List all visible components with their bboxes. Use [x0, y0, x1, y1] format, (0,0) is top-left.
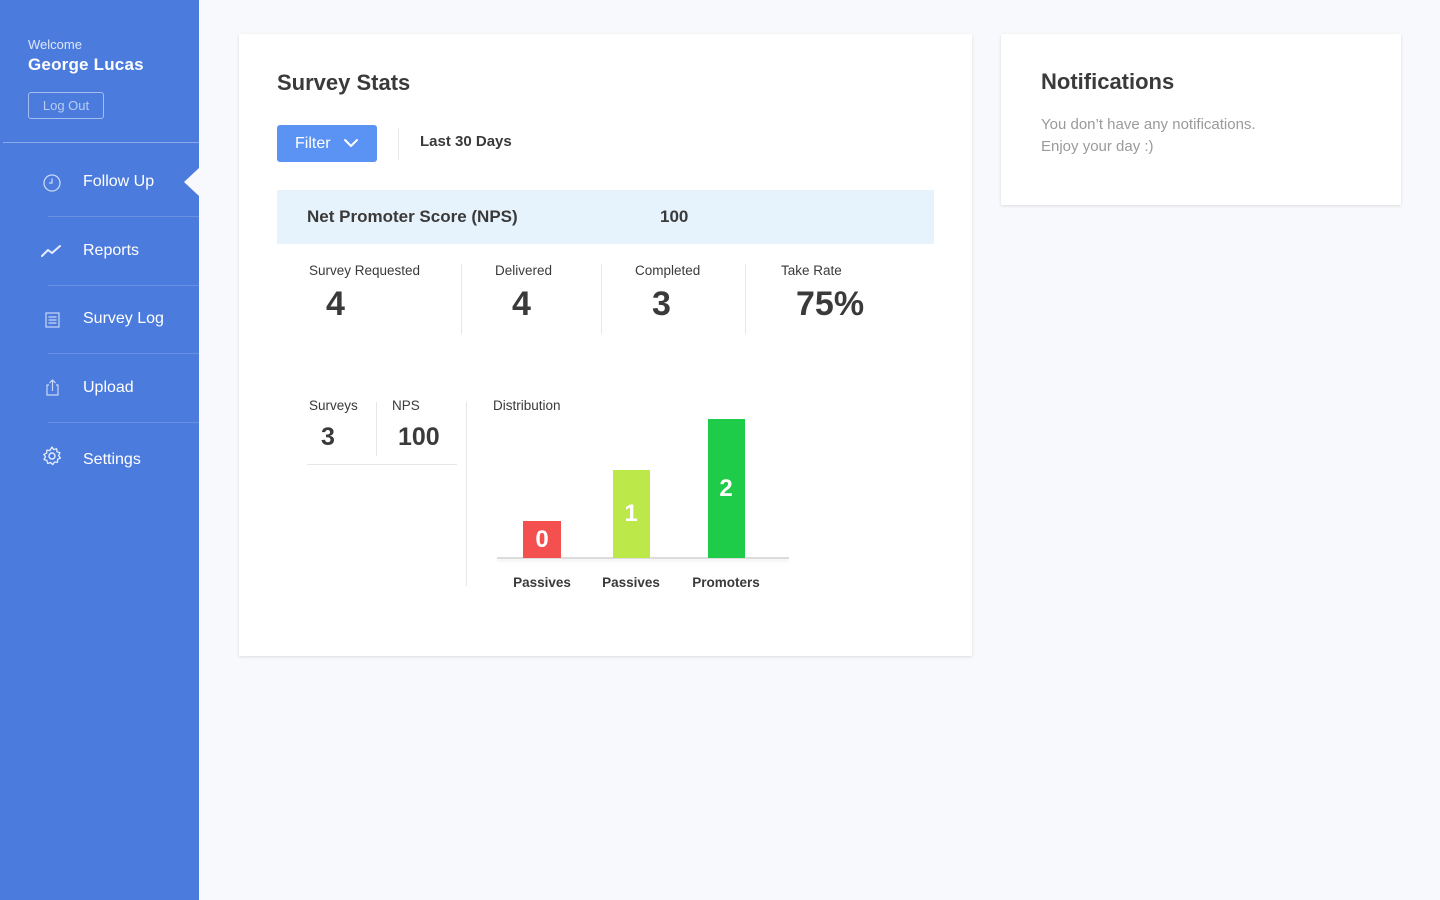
logout-button[interactable]: Log Out — [28, 92, 104, 119]
sidebar-item-settings[interactable]: Settings — [0, 423, 199, 491]
divider — [376, 402, 377, 456]
distribution-label: Distribution — [493, 398, 561, 413]
stat-value: 3 — [652, 285, 671, 323]
sidebar-item-label: Reports — [83, 242, 140, 259]
stat-label: Take Rate — [781, 263, 842, 278]
nav-separator — [48, 353, 199, 354]
chevron-down-icon — [343, 136, 359, 155]
period-label: Last 30 Days — [420, 133, 512, 150]
bar-category-label: Passives — [602, 575, 660, 590]
stat-value: 4 — [512, 285, 531, 323]
bar-category-label: Promoters — [692, 575, 760, 590]
active-indicator — [184, 168, 199, 196]
distribution-bar: 2 — [707, 419, 745, 558]
divider — [398, 128, 399, 160]
surveys-value: 3 — [321, 423, 335, 451]
trend-line-icon — [40, 240, 64, 264]
bar-value-label: 0 — [535, 525, 549, 553]
surveys-label: Surveys — [309, 398, 358, 413]
user-name: George Lucas — [28, 55, 144, 74]
survey-stats-card: Survey Stats Filter Last 30 Days Net Pro… — [239, 34, 972, 656]
nav-separator — [48, 285, 199, 286]
log-list-icon — [40, 308, 64, 332]
sidebar-item-label: Survey Log — [83, 310, 164, 327]
welcome-label: Welcome — [28, 37, 82, 52]
bar-value-label: 1 — [624, 500, 638, 527]
nps-banner-label: Net Promoter Score (NPS) — [307, 207, 518, 226]
gear-icon — [40, 444, 64, 468]
page-title: Survey Stats — [277, 70, 411, 95]
sidebar-item-survey-log[interactable]: Survey Log — [0, 286, 199, 354]
nps-banner: Net Promoter Score (NPS) 100 — [277, 190, 934, 244]
bar-value-label: 2 — [719, 474, 733, 502]
sidebar-item-label: Settings — [83, 451, 141, 468]
nav-separator — [48, 216, 199, 217]
clock-icon — [40, 171, 64, 195]
divider — [601, 264, 602, 334]
sidebar-item-follow-up[interactable]: Follow Up — [0, 148, 199, 216]
notifications-message: You don’t have any notifications. Enjoy … — [1041, 114, 1256, 158]
nps-label: NPS — [392, 398, 420, 413]
notifications-line: Enjoy your day :) — [1041, 138, 1154, 155]
divider — [745, 264, 746, 334]
stat-value: 75% — [796, 285, 865, 323]
sidebar-item-upload[interactable]: Upload — [0, 354, 199, 422]
distribution-bar: 0 — [523, 521, 561, 558]
nps-banner-value: 100 — [660, 207, 689, 226]
filter-label: Filter — [295, 134, 331, 152]
divider — [466, 402, 467, 586]
stat-label: Delivered — [495, 263, 553, 278]
stat-value: 4 — [326, 285, 345, 323]
notifications-line: You don’t have any notifications. — [1041, 116, 1256, 133]
sidebar-divider — [3, 142, 199, 143]
filter-button[interactable]: Filter — [277, 125, 377, 162]
nps-value: 100 — [398, 423, 440, 451]
sidebar: Welcome George Lucas Log Out Follow Up R… — [0, 0, 199, 900]
summary-rule — [307, 464, 457, 465]
stat-label: Completed — [635, 263, 701, 278]
notifications-card: Notifications You don’t have any notific… — [1001, 34, 1401, 205]
chart-baseline — [497, 557, 789, 559]
nav-separator — [48, 422, 199, 423]
bar-category-label: Passives — [513, 575, 571, 590]
distribution-bar: 1 — [612, 470, 650, 558]
divider — [461, 264, 462, 334]
stat-label: Survey Requested — [309, 263, 421, 278]
notifications-title: Notifications — [1041, 69, 1175, 94]
sidebar-item-label: Follow Up — [83, 173, 155, 190]
sidebar-item-reports[interactable]: Reports — [0, 217, 199, 285]
upload-icon — [40, 376, 64, 400]
sidebar-item-label: Upload — [83, 379, 134, 396]
